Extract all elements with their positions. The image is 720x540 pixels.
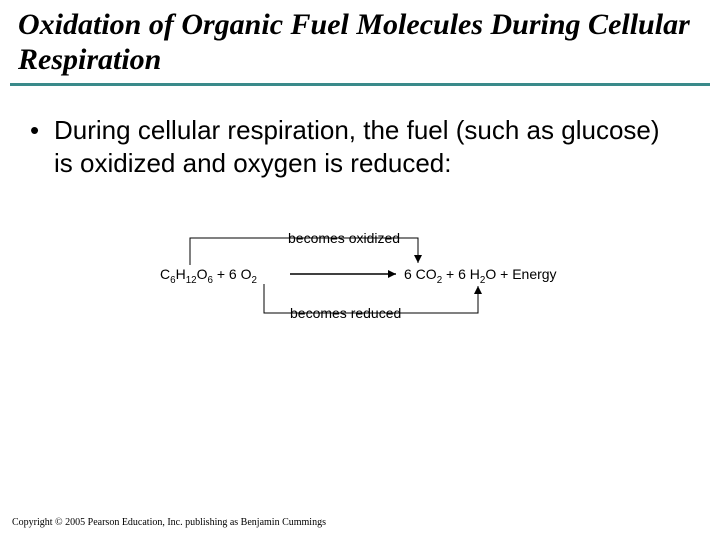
copyright-text: Copyright © 2005 Pearson Education, Inc.…	[12, 517, 326, 528]
reduced-label: becomes reduced	[290, 305, 401, 321]
reactants-formula: C6H12O6 + 6 O2	[160, 266, 257, 282]
products-formula: 6 CO2 + 6 H2O + Energy	[404, 266, 557, 282]
diagram-arrows	[160, 230, 600, 350]
reaction-diagram: becomes oxidized C6H12O6 + 6 O2 6 CO2 + …	[160, 230, 600, 350]
bullet-glyph: •	[30, 114, 54, 179]
bullet-text: During cellular respiration, the fuel (s…	[54, 114, 680, 179]
oxidized-label: becomes oxidized	[288, 230, 400, 246]
body-paragraph: • During cellular respiration, the fuel …	[0, 86, 720, 179]
page-title: Oxidation of Organic Fuel Molecules Duri…	[0, 0, 720, 81]
